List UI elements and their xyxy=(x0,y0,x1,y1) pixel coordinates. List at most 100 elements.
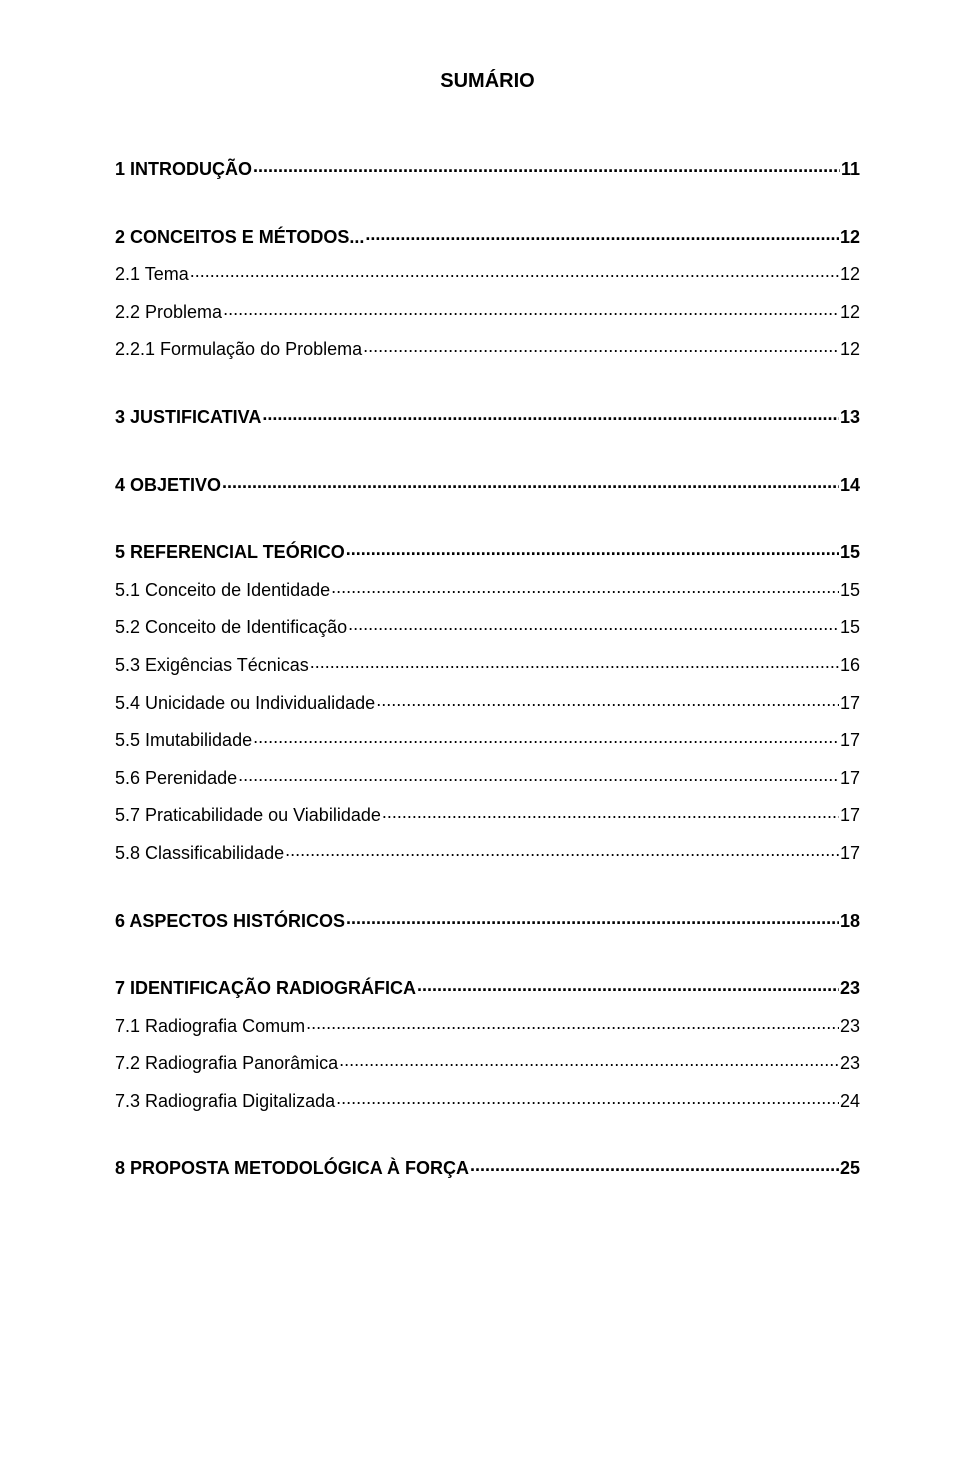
toc-label: 2 CONCEITOS E MÉTODOS... xyxy=(115,227,364,249)
toc-label: 2.2.1 Formulação do Problema xyxy=(115,339,362,361)
toc-page-number: 14 xyxy=(840,475,860,497)
toc-page-number: 23 xyxy=(840,978,860,1000)
toc-page-number: 11 xyxy=(841,159,860,181)
toc-page-number: 23 xyxy=(840,1016,860,1038)
toc-label: 6 ASPECTOS HISTÓRICOS xyxy=(115,911,345,933)
line-spacer xyxy=(115,601,860,615)
toc-entry: 5.1 Conceito de Identidade 15 xyxy=(115,578,860,602)
toc-page-number: 12 xyxy=(840,264,860,286)
toc-entry: 7.2 Radiografia Panorâmica 23 xyxy=(115,1051,860,1075)
table-of-contents: 1 INTRODUÇÃO 11 2 CONCEITOS E MÉTODOS... 1… xyxy=(115,157,860,1180)
toc-entry: 5.7 Praticabilidade ou Viabilidade 17 xyxy=(115,803,860,827)
toc-page-number: 13 xyxy=(840,407,860,429)
toc-label: 5.4 Unicidade ou Individualidade xyxy=(115,693,375,715)
line-spacer xyxy=(115,789,860,803)
toc-entry: 4 OBJETIVO 14 xyxy=(115,473,860,497)
group-spacer xyxy=(115,429,860,473)
toc-entry: 2 CONCEITOS E MÉTODOS... 12 xyxy=(115,225,860,249)
page-title: SUMÁRIO xyxy=(115,70,860,93)
line-spacer xyxy=(115,323,860,337)
toc-leader-dots xyxy=(253,728,839,746)
toc-label: 5.6 Perenidade xyxy=(115,768,237,790)
toc-leader-dots xyxy=(417,976,839,994)
toc-entry: 5.2 Conceito de Identificação 15 xyxy=(115,615,860,639)
group-spacer xyxy=(115,865,860,909)
group-spacer xyxy=(115,496,860,540)
toc-label: 5.2 Conceito de Identificação xyxy=(115,617,347,639)
toc-entry: 5.5 Imutabilidade17 xyxy=(115,728,860,752)
toc-page-number: 18 xyxy=(840,911,860,933)
toc-page-number: 17 xyxy=(840,768,860,790)
toc-entry: 5 REFERENCIAL TEÓRICO 15 xyxy=(115,540,860,564)
toc-page-number: 23 xyxy=(840,1053,860,1075)
toc-leader-dots xyxy=(346,909,839,927)
toc-leader-dots xyxy=(348,615,839,633)
toc-leader-dots xyxy=(376,691,839,709)
toc-entry: 2.2 Problema12 xyxy=(115,300,860,324)
line-spacer xyxy=(115,714,860,728)
toc-entry: 5.8 Classificabilidade 17 xyxy=(115,841,860,865)
group-spacer xyxy=(115,932,860,976)
toc-leader-dots xyxy=(365,225,839,243)
toc-label: 8 PROPOSTA METODOLÓGICA À FORÇA xyxy=(115,1158,469,1180)
toc-page-number: 16 xyxy=(840,655,860,677)
toc-page-number: 15 xyxy=(840,617,860,639)
line-spacer xyxy=(115,248,860,262)
toc-label: 7 IDENTIFICAÇÃO RADIOGRÁFICA xyxy=(115,978,416,1000)
toc-label: 1 INTRODUÇÃO xyxy=(115,159,252,181)
toc-entry: 2.2.1 Formulação do Problema 12 xyxy=(115,337,860,361)
toc-entry: 5.4 Unicidade ou Individualidade 17 xyxy=(115,691,860,715)
line-spacer xyxy=(115,286,860,300)
toc-label: 2.1 Tema xyxy=(115,264,189,286)
toc-leader-dots xyxy=(190,262,839,280)
toc-label: 7.3 Radiografia Digitalizada xyxy=(115,1091,335,1113)
toc-leader-dots xyxy=(310,653,839,671)
toc-entry: 7.3 Radiografia Digitalizada24 xyxy=(115,1089,860,1113)
toc-label: 5.8 Classificabilidade xyxy=(115,843,284,865)
toc-leader-dots xyxy=(339,1051,839,1069)
toc-label: 5.1 Conceito de Identidade xyxy=(115,580,330,602)
toc-label: 5 REFERENCIAL TEÓRICO xyxy=(115,542,345,564)
toc-page-number: 12 xyxy=(840,339,860,361)
toc-leader-dots xyxy=(306,1014,839,1032)
toc-entry: 7.1 Radiografia Comum 23 xyxy=(115,1014,860,1038)
toc-page-number: 12 xyxy=(840,302,860,324)
toc-label: 4 OBJETIVO xyxy=(115,475,221,497)
line-spacer xyxy=(115,639,860,653)
toc-entry: 3 JUSTIFICATIVA 13 xyxy=(115,405,860,429)
line-spacer xyxy=(115,564,860,578)
line-spacer xyxy=(115,677,860,691)
toc-label: 5.7 Praticabilidade ou Viabilidade xyxy=(115,805,381,827)
toc-page-number: 17 xyxy=(840,843,860,865)
toc-page-number: 17 xyxy=(840,805,860,827)
toc-leader-dots xyxy=(470,1156,839,1174)
toc-leader-dots xyxy=(382,803,839,821)
toc-entry: 7 IDENTIFICAÇÃO RADIOGRÁFICA 23 xyxy=(115,976,860,1000)
toc-leader-dots xyxy=(363,337,839,355)
toc-label: 3 JUSTIFICATIVA xyxy=(115,407,261,429)
toc-entry: 8 PROPOSTA METODOLÓGICA À FORÇA 25 xyxy=(115,1156,860,1180)
toc-label: 7.2 Radiografia Panorâmica xyxy=(115,1053,338,1075)
toc-entry: 1 INTRODUÇÃO 11 xyxy=(115,157,860,181)
line-spacer xyxy=(115,1037,860,1051)
toc-page-number: 15 xyxy=(840,580,860,602)
line-spacer xyxy=(115,827,860,841)
toc-leader-dots xyxy=(285,841,839,859)
toc-label: 7.1 Radiografia Comum xyxy=(115,1016,305,1038)
toc-leader-dots xyxy=(336,1089,839,1107)
toc-leader-dots xyxy=(238,766,839,784)
toc-leader-dots xyxy=(331,578,839,596)
toc-entry: 5.6 Perenidade 17 xyxy=(115,766,860,790)
toc-leader-dots xyxy=(262,405,839,423)
line-spacer xyxy=(115,1075,860,1089)
line-spacer xyxy=(115,752,860,766)
toc-page-number: 15 xyxy=(840,542,860,564)
toc-label: 5.3 Exigências Técnicas xyxy=(115,655,309,677)
toc-entry: 5.3 Exigências Técnicas 16 xyxy=(115,653,860,677)
toc-page-number: 17 xyxy=(840,693,860,715)
toc-label: 5.5 Imutabilidade xyxy=(115,730,252,752)
toc-page-number: 25 xyxy=(840,1158,860,1180)
document-page: SUMÁRIO 1 INTRODUÇÃO 11 2 CONCEITOS E MÉTO… xyxy=(0,0,960,1474)
line-spacer xyxy=(115,1000,860,1014)
toc-page-number: 12 xyxy=(840,227,860,249)
